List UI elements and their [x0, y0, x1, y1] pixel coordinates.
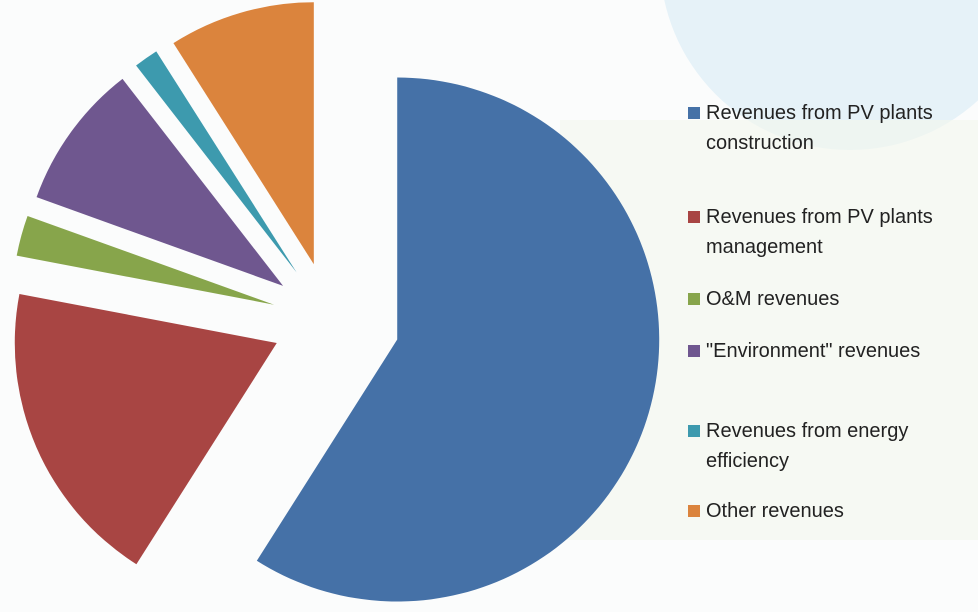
legend-label: Revenues from PV plants construction — [706, 102, 933, 154]
background-decoration — [664, 0, 978, 150]
legend-item: Revenues from PV plants construction — [688, 98, 971, 158]
pie-slice — [14, 293, 277, 565]
legend-swatch — [688, 345, 700, 357]
legend-item: Other revenues — [688, 496, 971, 526]
legend-swatch — [688, 425, 700, 437]
legend-label: "Environment" revenues — [706, 340, 921, 362]
legend-label: Other revenues — [706, 500, 844, 522]
legend-item: Revenues from energy efficiency — [688, 416, 971, 476]
legend-swatch — [688, 505, 700, 517]
legend-swatch — [688, 211, 700, 223]
legend-label: Revenues from PV plants management — [706, 206, 933, 258]
legend-label: O&M revenues — [706, 288, 840, 310]
legend-swatch — [688, 107, 700, 119]
pie-slice — [136, 51, 297, 273]
pie-slice — [16, 215, 275, 305]
legend-item: Revenues from PV plants management — [688, 202, 971, 262]
pie-slice — [173, 2, 314, 265]
legend-label: Revenues from energy efficiency — [706, 420, 909, 472]
pie-slice — [36, 78, 284, 286]
legend-item: O&M revenues — [688, 284, 971, 314]
legend-item: "Environment" revenues — [688, 336, 971, 366]
legend-swatch — [688, 293, 700, 305]
pie-slice — [256, 77, 660, 602]
